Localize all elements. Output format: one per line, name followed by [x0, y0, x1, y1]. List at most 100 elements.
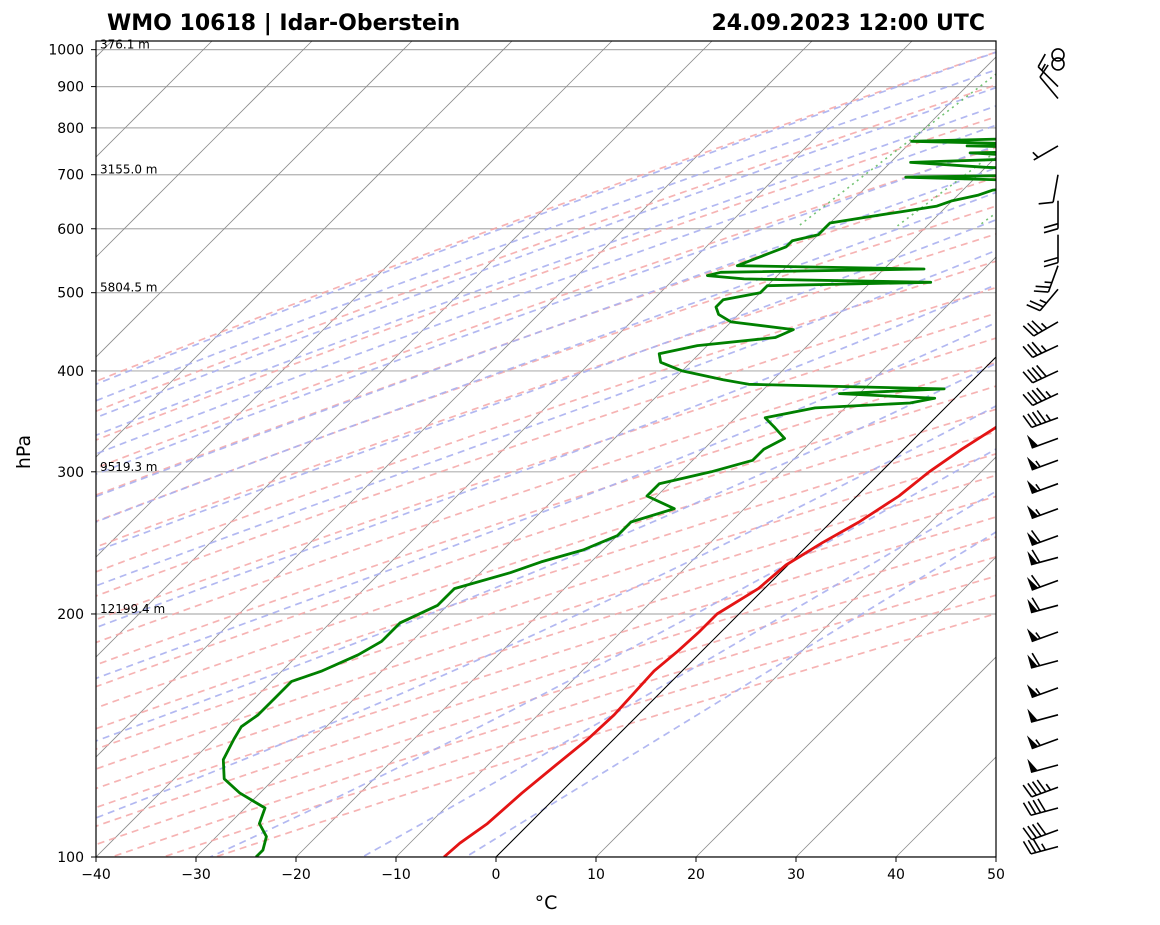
y-tick-label: 600	[57, 222, 84, 238]
moist-adiabat-line	[96, 249, 996, 587]
isotherm-line	[96, 41, 813, 758]
wind-barb	[1026, 684, 1059, 699]
wind-barb-staff	[1052, 174, 1059, 203]
wind-barb-full	[1027, 839, 1037, 854]
wind-barb	[1022, 387, 1059, 407]
wind-barb-full	[1031, 597, 1041, 611]
wind-barb-staff	[1039, 76, 1059, 100]
wind-barb-full	[1031, 341, 1043, 354]
calm-wind-circle	[1051, 48, 1065, 62]
wind-barb-full	[1030, 574, 1041, 588]
wind-barb-half	[1039, 299, 1047, 304]
wind-barb-half	[1041, 63, 1046, 71]
moist-adiabat-line	[96, 51, 996, 386]
wind-barb-staff	[1031, 631, 1059, 643]
moist-adiabat-line	[96, 68, 996, 402]
moist-adiabat-line	[96, 321, 996, 680]
wind-barb	[1038, 174, 1059, 205]
moist-adiabat-line	[465, 531, 996, 857]
mixing-ratio-line	[1029, 41, 1160, 226]
moist-adiabat-line	[96, 405, 996, 819]
wind-barb-full	[1027, 825, 1038, 839]
wind-barb	[1026, 574, 1059, 591]
wind-barb-full	[1031, 411, 1042, 425]
plot-area	[96, 41, 1160, 857]
wind-barb-staff	[1030, 660, 1059, 669]
wind-barb-half	[1041, 843, 1047, 851]
wind-barb	[1022, 822, 1059, 841]
wind-barb-full	[1031, 549, 1041, 563]
height-label: 12199.4 m	[100, 602, 165, 616]
moist-adiabat-line	[96, 105, 996, 437]
height-label: 376.1 m	[100, 38, 150, 52]
isotherm-line	[96, 41, 713, 658]
wind-barb	[1043, 234, 1059, 268]
wind-barb	[1026, 529, 1059, 547]
wind-barb	[1032, 145, 1059, 161]
x-tick-label: −30	[181, 867, 211, 883]
x-tick-label: −40	[81, 867, 111, 883]
isotherm-line	[795, 656, 996, 857]
wind-barb-full	[1035, 285, 1051, 289]
wind-barb-half	[1035, 632, 1041, 639]
wind-barb-full	[1043, 261, 1059, 268]
wind-barb	[1027, 758, 1059, 774]
wind-barb-flag	[1026, 434, 1039, 448]
dry-adiabat-line	[96, 115, 996, 441]
chart-title-station: WMO 10618 | Idar-Oberstein	[107, 11, 460, 36]
wind-barb-full	[1031, 781, 1042, 794]
y-tick-label: 400	[57, 364, 84, 380]
wind-barb-flag	[1026, 628, 1039, 642]
wind-barb	[1026, 456, 1059, 471]
moist-adiabat-line	[96, 283, 996, 629]
wind-barb-half	[1045, 414, 1052, 421]
wind-barb-flag	[1027, 758, 1038, 773]
wind-barb-staff	[1031, 687, 1059, 699]
wind-barb-full	[1037, 53, 1046, 68]
dry-adiabat-line	[96, 361, 996, 666]
wind-barb	[1026, 735, 1059, 750]
wind-barb-full	[1043, 256, 1059, 263]
wind-barb-flag	[1026, 532, 1039, 546]
x-tick-label: 0	[492, 867, 501, 883]
mixing-ratio-line	[1095, 41, 1160, 226]
wind-barb-half	[1040, 322, 1048, 330]
dry-adiabat-line	[96, 176, 996, 497]
wind-barb	[1022, 320, 1059, 337]
y-tick-label: 900	[57, 80, 84, 96]
y-axis-ticks: 100 200 300 400 500 600 700 800 900 1000	[48, 43, 96, 866]
wind-barb-staff	[1031, 579, 1059, 591]
wind-barb-full	[1032, 838, 1042, 852]
wind-barb-full	[1031, 823, 1042, 837]
moist-adiabat-line	[96, 362, 996, 742]
wind-barb	[1027, 549, 1059, 566]
mixing-ratio-line	[978, 212, 996, 227]
chart-title-datetime: 24.09.2023 12:00 UTC	[711, 11, 985, 36]
wind-barb-full	[1036, 387, 1047, 400]
wind-barb-full	[1022, 371, 1034, 384]
pressure-gridlines	[96, 49, 996, 857]
y-tick-label: 500	[57, 286, 84, 302]
wind-barb-full	[1039, 64, 1049, 78]
dry-adiabat-line	[96, 146, 996, 469]
wind-barb-half	[1032, 151, 1039, 158]
height-label: 5804.5 m	[100, 281, 158, 295]
dry-adiabat-line	[96, 233, 996, 548]
wind-barb-staff	[1030, 764, 1059, 774]
wind-barb-staff	[1031, 507, 1059, 520]
dry-adiabat-line	[214, 612, 996, 857]
wind-barb-half	[1035, 508, 1041, 516]
wind-barb	[1026, 288, 1059, 312]
dry-adiabat-line	[96, 385, 996, 688]
wind-barb-half	[1045, 390, 1052, 398]
isotherm-line	[595, 456, 996, 857]
sounding-profiles	[221, 137, 996, 857]
wind-barb-full	[1029, 300, 1044, 308]
wind-barb-flag	[1026, 505, 1039, 519]
y-tick-label: 700	[57, 168, 84, 184]
isotherm-line	[96, 41, 313, 258]
wind-barb-flag	[1027, 708, 1038, 723]
wind-barb-full	[1022, 415, 1033, 428]
x-axis-ticks: −40 −30 −20 −10 0 10 20 30 40 50	[81, 857, 1005, 883]
